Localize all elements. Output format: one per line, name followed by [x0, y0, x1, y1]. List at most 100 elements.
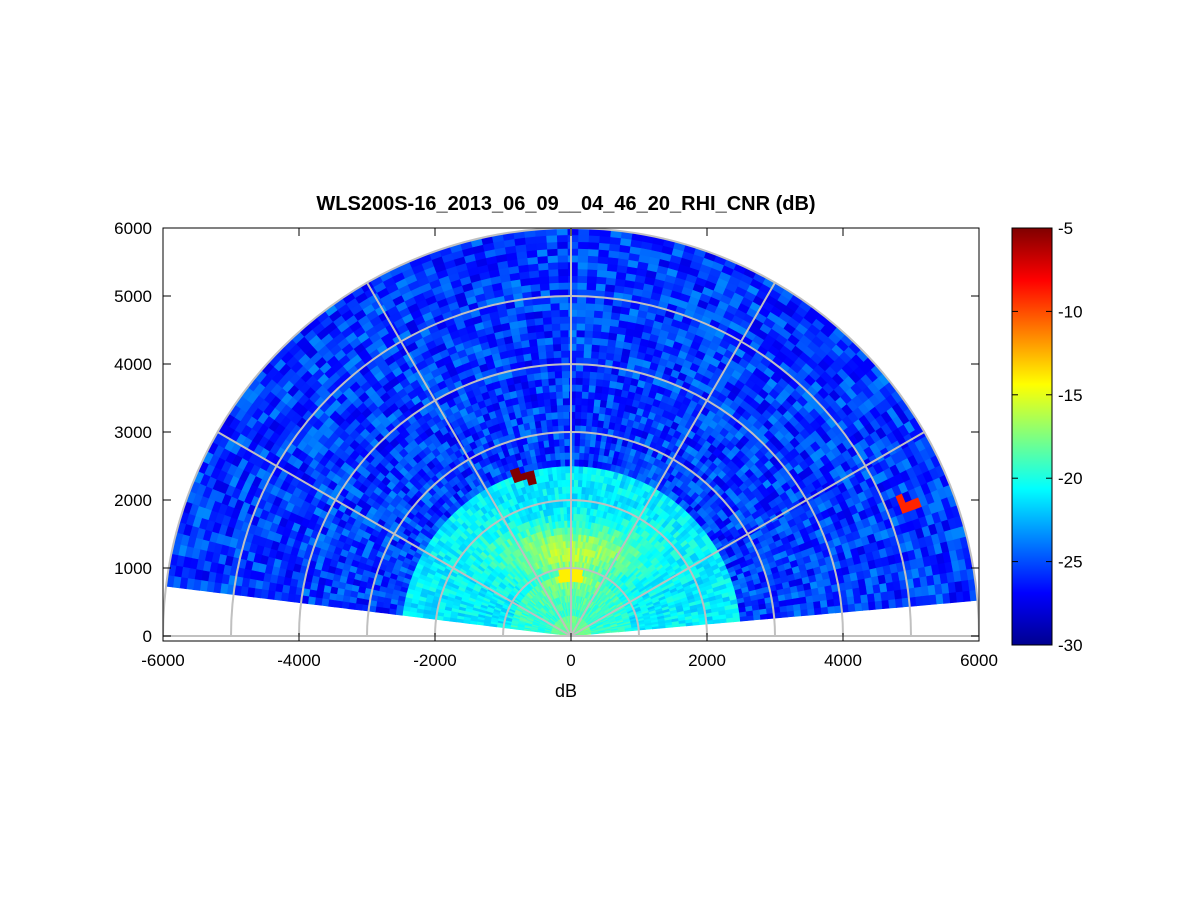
- heatmap-cell-3536: [536, 248, 548, 258]
- heatmap-cell-3224: [583, 329, 593, 338]
- heatmap-cell-54: [935, 593, 944, 605]
- heatmap-cell-3144: [582, 466, 588, 474]
- heatmap-cell-3165: [592, 323, 602, 332]
- heatmap-cell-3036: [600, 385, 610, 395]
- heatmap-cell-3383: [564, 472, 570, 481]
- heatmap-cell-3525: [542, 323, 553, 332]
- heatmap-cell-3475: [546, 255, 558, 264]
- heatmap-cell-3414: [557, 261, 568, 270]
- heatmap-cell-3341: [568, 350, 577, 358]
- heatmap-cell-3473: [547, 268, 559, 277]
- heatmap-cell-3228: [585, 302, 595, 311]
- heatmap-cell-3478: [545, 234, 558, 243]
- heatmap-cell-3286: [576, 316, 586, 324]
- heatmap-cell-3153: [586, 405, 594, 414]
- heatmap-cell-32: [786, 610, 795, 618]
- heatmap-cell-3095: [593, 392, 602, 401]
- heatmap-cell-3588: [532, 303, 543, 313]
- heatmap-cell-3231: [585, 282, 597, 291]
- heatmap-cell-3395: [561, 390, 570, 399]
- heatmap-cell-3408: [558, 302, 569, 311]
- heatmap-cell-51: [915, 595, 924, 607]
- heatmap-cell-3387: [563, 445, 570, 453]
- heatmap-cell-3594: [527, 263, 539, 272]
- heatmap-cell-3396: [561, 384, 570, 392]
- heatmap-cell-3093: [592, 405, 600, 414]
- heatmap-cell-3523: [544, 337, 554, 346]
- heatmap-cell-3534: [537, 262, 549, 271]
- heatmap-cell-3518: [547, 370, 556, 379]
- heatmap-cell-3223: [583, 336, 593, 345]
- heatmap-cell-3349: [567, 295, 578, 304]
- heatmap-cell-3404: [559, 329, 569, 338]
- heatmap-cell-3637: [533, 378, 543, 388]
- heatmap-cell-3101: [597, 351, 607, 360]
- heatmap-cell-3226: [584, 316, 594, 325]
- heatmap-cell-3531: [539, 282, 550, 291]
- heatmap-cell-3575: [542, 391, 551, 400]
- heatmap-cell-3282: [575, 343, 585, 352]
- heatmap-cell-3225: [584, 323, 594, 332]
- heatmap-cell-3447: [558, 445, 565, 454]
- heatmap-cell-3175: [597, 255, 609, 265]
- heatmap-cell-3168: [593, 303, 604, 312]
- heatmap-cell-3354: [567, 261, 578, 270]
- heatmap-cell-3337: [568, 377, 576, 385]
- heatmap-cell-3515: [548, 391, 557, 400]
- heatmap-cell-3581: [537, 351, 547, 360]
- heatmap-cell-3208: [579, 438, 586, 447]
- heatmap-cell-3527: [541, 309, 552, 319]
- heatmap-cell-3643: [528, 338, 538, 347]
- heatmap-cell-56: [948, 591, 958, 604]
- heatmap-cell-3463: [551, 336, 561, 345]
- heatmap-cell-3521: [545, 350, 554, 359]
- heatmap-cell-3206: [578, 452, 585, 460]
- heatmap-cell-3597: [525, 242, 537, 252]
- heatmap-cell-3416: [556, 248, 568, 256]
- heatmap-cell-3152: [586, 411, 594, 420]
- heatmap-cell-3275: [574, 390, 583, 399]
- heatmap-cell-3388: [563, 438, 570, 447]
- heatmap-cell-3232: [586, 275, 597, 284]
- heatmap-cell-3522: [544, 343, 554, 352]
- heatmap-cell-3457: [554, 377, 563, 386]
- heatmap-cell-3533: [537, 269, 549, 278]
- heatmap-cell-43: [861, 601, 870, 611]
- heatmap-cell-3281: [575, 350, 584, 358]
- heatmap-cell-3385: [564, 458, 570, 467]
- heatmap-cell-3343: [567, 336, 577, 344]
- heatmap-cell-3294: [577, 261, 588, 270]
- heatmap-cell-3237: [587, 241, 600, 250]
- heatmap-cell-3477: [546, 241, 558, 250]
- heatmap-cell-3098: [595, 371, 605, 380]
- heatmap-cell-3471: [548, 282, 559, 291]
- heatmap-cell-41: [847, 603, 856, 613]
- heatmap-cell-3537: [535, 242, 548, 251]
- heatmap-cell-104: [866, 592, 876, 603]
- heatmap-cell-3355: [567, 254, 578, 263]
- heatmap-cell-3507: [553, 445, 560, 454]
- heatmap-cell-3217: [581, 377, 590, 386]
- heatmap-cell-3212: [580, 411, 588, 420]
- heatmap-cell-3258: [572, 506, 578, 515]
- heatmap-cell-3298: [577, 234, 590, 243]
- heatmap-cell-3148: [584, 438, 591, 447]
- heatmap-cell-3582: [536, 344, 546, 353]
- heatmap-cell-3353: [567, 268, 578, 277]
- heatmap-cell-36: [813, 607, 822, 616]
- heatmap-cell-48: [894, 597, 904, 608]
- heatmap-cell-3415: [556, 254, 568, 263]
- heatmap-cell-3283: [575, 336, 585, 345]
- heatmap-cell-3103: [599, 337, 609, 347]
- heatmap-cell-3351: [567, 282, 578, 290]
- heatmap-cell-3204: [577, 465, 584, 474]
- heatmap-cell-3092: [591, 412, 600, 421]
- heatmap-cell-3644: [527, 331, 537, 341]
- heatmap-cell-3583: [536, 337, 546, 346]
- heatmap-cell-3454: [555, 397, 564, 406]
- heatmap-cell-3352: [567, 275, 578, 283]
- heatmap-cell-3287: [576, 309, 586, 318]
- heatmap-cell-3107: [601, 310, 612, 320]
- heatmap-cell-3511: [551, 418, 559, 427]
- heatmap-cell-3037: [601, 379, 611, 388]
